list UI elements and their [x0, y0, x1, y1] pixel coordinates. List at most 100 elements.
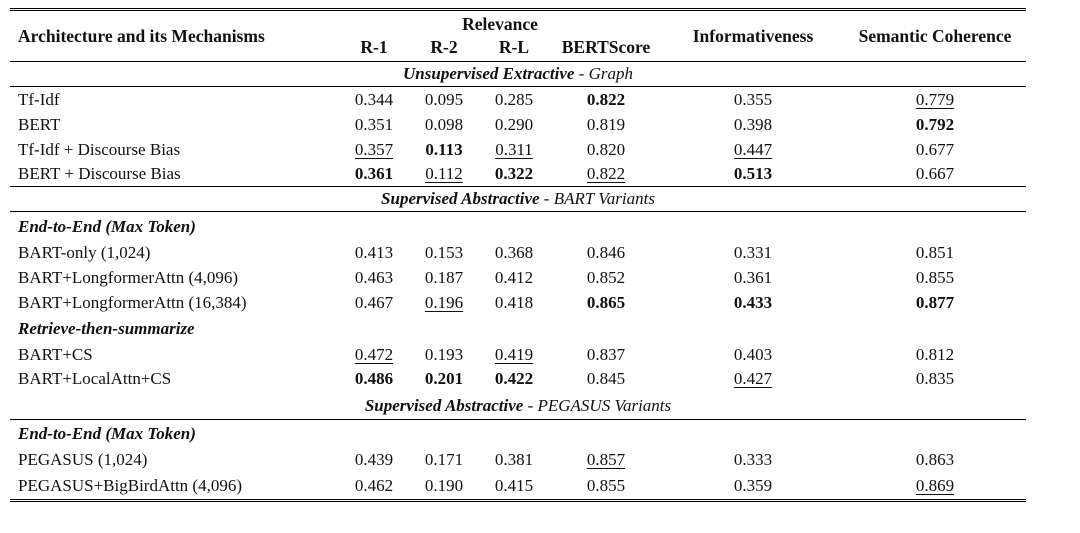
bertscore-value: 0.820 — [586, 139, 626, 159]
semantic-coherence-value: 0.863 — [915, 450, 955, 470]
bertscore-value: 0.845 — [586, 369, 626, 389]
results-table-container: Architecture and its Mechanisms Relevanc… — [10, 8, 1026, 502]
model-name: BERT + Discourse Bias — [18, 164, 181, 184]
rl-value: 0.412 — [494, 268, 534, 288]
model-name: BART+LongformerAttn (4,096) — [18, 268, 239, 288]
r2-value: 0.112 — [425, 164, 463, 184]
table-row: Tf-Idf + Discourse Bias 0.357 0.113 0.31… — [10, 137, 1026, 162]
section-unsupervised-extractive: Unsupervised Extractive - Graph — [10, 61, 1026, 87]
table-row: BART+LocalAttn+CS 0.486 0.201 0.422 0.84… — [10, 367, 1026, 392]
r1-value: 0.344 — [354, 89, 394, 109]
section-supervised-abstractive-bart: Supervised Abstractive - BART Variants — [10, 186, 1026, 212]
rl-value: 0.419 — [494, 344, 534, 364]
model-name: BART-only (1,024) — [18, 243, 151, 263]
rl-value: 0.381 — [494, 450, 534, 470]
informativeness-value: 0.513 — [733, 164, 773, 184]
informativeness-value: 0.447 — [733, 139, 773, 159]
semantic-coherence-value: 0.835 — [915, 369, 955, 389]
table-row: BERT + Discourse Bias 0.361 0.112 0.322 … — [10, 162, 1026, 187]
rl-value: 0.368 — [494, 243, 534, 263]
semantic-coherence-value: 0.877 — [915, 292, 955, 312]
section-subtitle: - BART Variants — [539, 189, 655, 209]
table-row: BERT 0.351 0.098 0.290 0.819 0.398 0.792 — [10, 113, 1026, 138]
results-table: Architecture and its Mechanisms Relevanc… — [10, 8, 1026, 502]
bertscore-value: 0.837 — [586, 344, 626, 364]
r2-value: 0.098 — [424, 114, 464, 134]
table-row: BART+LongformerAttn (4,096) 0.463 0.187 … — [10, 266, 1026, 291]
informativeness-value: 0.403 — [733, 344, 773, 364]
rl-value: 0.290 — [494, 114, 534, 134]
semantic-coherence-value: 0.792 — [915, 114, 955, 134]
model-name: Tf-Idf + Discourse Bias — [18, 139, 181, 159]
r2-value: 0.196 — [424, 292, 464, 312]
r2-value: 0.201 — [424, 369, 464, 389]
model-name: BERT — [18, 114, 61, 134]
semantic-coherence-value: 0.677 — [915, 139, 955, 159]
section-title: Supervised Abstractive — [381, 189, 540, 209]
bertscore-value: 0.819 — [586, 114, 626, 134]
model-name: PEGASUS+BigBirdAttn (4,096) — [18, 475, 242, 495]
group-heading: Retrieve-then-summarize — [18, 318, 195, 338]
semantic-coherence-value: 0.851 — [915, 243, 955, 263]
header-row-2: R-1 R-2 R-L BERTScore — [10, 35, 1026, 62]
model-name: PEGASUS (1,024) — [18, 450, 148, 470]
group-heading: End-to-End (Max Token) — [18, 216, 196, 236]
informativeness-value: 0.433 — [733, 292, 773, 312]
r1-value: 0.361 — [354, 164, 394, 184]
bertscore-value: 0.822 — [586, 164, 626, 184]
section-subtitle: - PEGASUS Variants — [523, 395, 672, 415]
rl-value: 0.415 — [494, 475, 534, 495]
rl-value: 0.322 — [494, 164, 534, 184]
r1-value: 0.472 — [354, 344, 394, 364]
group-heading-row: End-to-End (Max Token) — [10, 211, 1026, 241]
semantic-coherence-value: 0.812 — [915, 344, 955, 364]
informativeness-value: 0.427 — [733, 369, 773, 389]
r1-value: 0.357 — [354, 139, 394, 159]
group-heading: End-to-End (Max Token) — [18, 424, 196, 444]
rl-value: 0.311 — [495, 139, 533, 159]
group-heading-row: End-to-End (Max Token) — [10, 419, 1026, 448]
r1-value: 0.486 — [354, 369, 394, 389]
model-name: Tf-Idf — [18, 89, 60, 109]
informativeness-value: 0.355 — [733, 89, 773, 109]
r2-value: 0.171 — [424, 450, 464, 470]
group-heading-row: Retrieve-then-summarize — [10, 315, 1026, 342]
model-name: BART+LongformerAttn (16,384) — [18, 292, 247, 312]
bertscore-value: 0.822 — [586, 89, 626, 109]
informativeness-value: 0.333 — [733, 450, 773, 470]
bertscore-value: 0.846 — [586, 243, 626, 263]
informativeness-value: 0.398 — [733, 114, 773, 134]
semantic-coherence-value: 0.855 — [915, 268, 955, 288]
rl-value: 0.285 — [494, 89, 534, 109]
table-row: PEGASUS+BigBirdAttn (4,096) 0.462 0.190 … — [10, 473, 1026, 501]
header-r2: R-2 — [430, 37, 458, 58]
bertscore-value: 0.857 — [586, 450, 626, 470]
rl-value: 0.418 — [494, 292, 534, 312]
informativeness-value: 0.359 — [733, 475, 773, 495]
table-row: Tf-Idf 0.344 0.095 0.285 0.822 0.355 0.7… — [10, 86, 1026, 113]
header-row-1: Architecture and its Mechanisms Relevanc… — [10, 9, 1026, 46]
header-bertscore: BERTScore — [561, 37, 651, 58]
r1-value: 0.413 — [354, 243, 394, 263]
table-row: PEGASUS (1,024) 0.439 0.171 0.381 0.857 … — [10, 448, 1026, 473]
model-name: BART+CS — [18, 344, 93, 364]
bertscore-value: 0.865 — [586, 292, 626, 312]
table-row: BART+LongformerAttn (16,384) 0.467 0.196… — [10, 290, 1026, 315]
r1-value: 0.467 — [354, 292, 394, 312]
bertscore-value: 0.852 — [586, 268, 626, 288]
header-informativeness: Informativeness — [692, 25, 814, 46]
r1-value: 0.463 — [354, 268, 394, 288]
semantic-coherence-value: 0.667 — [915, 164, 955, 184]
r1-value: 0.439 — [354, 450, 394, 470]
informativeness-value: 0.331 — [733, 243, 773, 263]
semantic-coherence-value: 0.869 — [915, 475, 955, 495]
header-r1: R-1 — [360, 37, 388, 58]
informativeness-value: 0.361 — [733, 268, 773, 288]
r2-value: 0.153 — [424, 243, 464, 263]
r2-value: 0.095 — [424, 89, 464, 109]
r2-value: 0.113 — [425, 139, 463, 159]
r2-value: 0.193 — [424, 344, 464, 364]
r2-value: 0.187 — [424, 268, 464, 288]
section-subtitle: - Graph — [574, 64, 633, 83]
header-relevance: Relevance — [462, 13, 538, 34]
